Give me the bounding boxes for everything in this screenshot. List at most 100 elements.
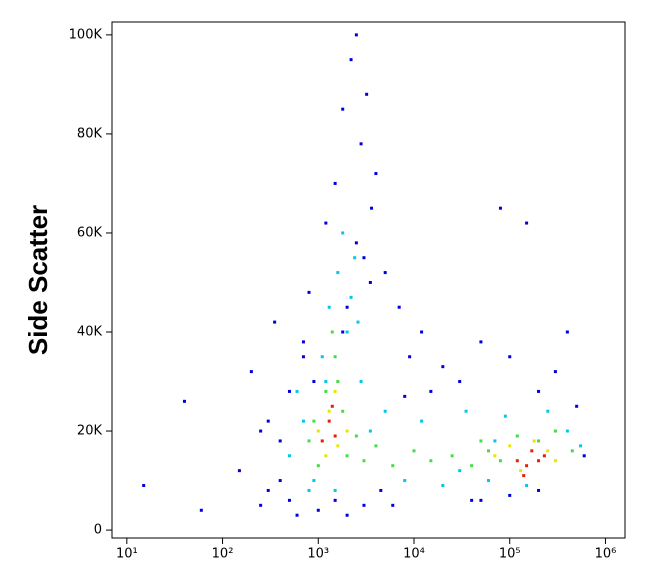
y-tick-label: 80K (77, 126, 103, 141)
point (362, 459, 366, 463)
point (429, 459, 433, 463)
y-tick-label: 20K (77, 424, 103, 439)
point (508, 493, 512, 497)
x-tick-label: 10³ (307, 547, 329, 562)
point (470, 464, 474, 468)
point (537, 439, 541, 443)
point (546, 409, 550, 413)
y-tick-label: 40K (77, 324, 103, 339)
point (356, 320, 360, 324)
point (498, 459, 502, 463)
point (142, 484, 146, 488)
point (553, 370, 557, 374)
point (295, 513, 299, 517)
plot-frame (111, 21, 626, 539)
point (301, 340, 305, 344)
point (301, 419, 305, 423)
point (330, 404, 334, 408)
point (349, 295, 353, 299)
point (365, 92, 369, 96)
point (336, 444, 340, 448)
point (259, 429, 263, 433)
point (199, 508, 203, 512)
point (525, 464, 529, 468)
y-tick-label: 0 (94, 523, 102, 538)
point (493, 439, 497, 443)
point (333, 389, 337, 393)
point (368, 429, 372, 433)
point (324, 221, 328, 225)
point (362, 256, 366, 260)
point (324, 380, 328, 384)
y-tick-label: 60K (77, 225, 103, 240)
point (320, 439, 324, 443)
point (553, 429, 557, 433)
point (542, 454, 546, 458)
point (379, 488, 383, 492)
point (312, 419, 316, 423)
point (525, 484, 529, 488)
point (341, 409, 345, 413)
point (278, 479, 282, 483)
point (391, 503, 395, 507)
point (403, 394, 407, 398)
point (336, 380, 340, 384)
point (579, 444, 583, 448)
point (383, 271, 387, 275)
point (345, 454, 349, 458)
point (508, 444, 512, 448)
point (345, 305, 349, 309)
point (383, 409, 387, 413)
point (412, 449, 416, 453)
point (345, 429, 349, 433)
point (327, 419, 331, 423)
point (249, 370, 253, 374)
point (259, 503, 263, 507)
point (301, 355, 305, 359)
point (486, 449, 490, 453)
x-tick-label: 10⁵ (499, 547, 521, 562)
y-tick-label: 100K (69, 27, 103, 42)
point (307, 439, 311, 443)
point (370, 206, 374, 210)
x-tick-label: 10⁴ (403, 547, 425, 562)
point (479, 439, 483, 443)
point (537, 488, 541, 492)
point (333, 181, 337, 185)
point (532, 439, 536, 443)
point (333, 488, 337, 492)
point (515, 434, 519, 438)
point (273, 320, 277, 324)
point (354, 434, 358, 438)
point (333, 434, 337, 438)
point (345, 330, 349, 334)
point (368, 280, 372, 284)
point (565, 330, 569, 334)
point (553, 459, 557, 463)
point (537, 459, 541, 463)
point (403, 479, 407, 483)
point (470, 498, 474, 502)
x-tick-label: 10² (212, 547, 234, 562)
point (479, 498, 483, 502)
point (420, 419, 424, 423)
point (582, 454, 586, 458)
point (330, 330, 334, 334)
point (266, 419, 270, 423)
point (307, 488, 311, 492)
point (324, 454, 328, 458)
point (570, 449, 574, 453)
point (397, 305, 401, 309)
point (341, 330, 345, 334)
point (546, 449, 550, 453)
point (316, 508, 320, 512)
point (307, 290, 311, 294)
point (575, 404, 579, 408)
point (353, 256, 357, 260)
point (537, 389, 541, 393)
point (266, 488, 270, 492)
point (464, 409, 468, 413)
x-tick-label: 10¹ (116, 547, 138, 562)
point (374, 172, 378, 176)
point (295, 389, 299, 393)
